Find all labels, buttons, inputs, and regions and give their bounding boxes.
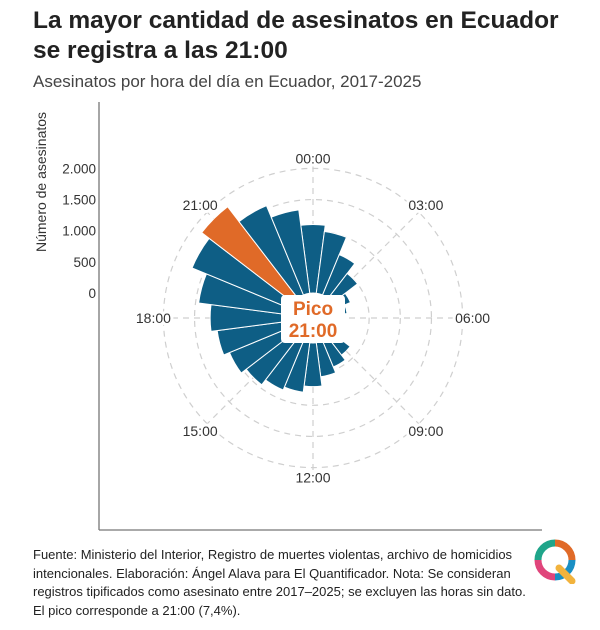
chart-title: La mayor cantidad de asesinatos en Ecuad… <box>33 7 559 64</box>
polar-bar-chart: Número de asesinatos 0 500 1.000 1.500 2.000… <box>33 102 542 531</box>
hour-label: 03:00 <box>408 197 443 213</box>
y-tick-label: 2.000 <box>62 161 96 176</box>
hour-label: 21:00 <box>183 197 218 213</box>
peak-label-line1: Pico <box>293 299 333 320</box>
el-quantificador-q-logo-icon <box>534 539 576 584</box>
y-tick-label: 0 <box>88 286 96 301</box>
hour-labels: 00:00 03:00 06:00 09:00 12:00 15:00 18:00 21:00 <box>133 147 493 488</box>
y-tick-label: 1.500 <box>62 193 96 208</box>
hour-label: 18:00 <box>136 310 171 326</box>
peak-label-box <box>281 295 345 343</box>
chart-subtitle: Asesinatos por hora del día en Ecuador, … <box>33 72 422 91</box>
y-tick-labels: 0 500 1.000 1.500 2.000 <box>62 161 96 301</box>
peak-callout: Pico 21:00 <box>281 295 345 343</box>
hour-label: 06:00 <box>455 310 490 326</box>
y-tick-label: 1.000 <box>62 224 96 239</box>
hour-label: 15:00 <box>183 423 218 439</box>
y-axis: Número de asesinatos <box>33 102 542 531</box>
peak-label-line2: 21:00 <box>289 321 338 342</box>
bar-hour-2300 <box>270 209 311 296</box>
hour-label: 12:00 <box>295 470 330 486</box>
hour-label: 00:00 <box>295 150 330 166</box>
source-note: Fuente: Ministerio del Interior, Registr… <box>33 547 526 618</box>
hour-label: 09:00 <box>408 423 443 439</box>
y-axis-label: Número de asesinatos <box>33 112 49 252</box>
y-tick-label: 500 <box>73 255 96 270</box>
